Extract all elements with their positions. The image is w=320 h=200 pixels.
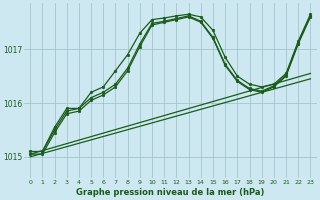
X-axis label: Graphe pression niveau de la mer (hPa): Graphe pression niveau de la mer (hPa) [76, 188, 265, 197]
